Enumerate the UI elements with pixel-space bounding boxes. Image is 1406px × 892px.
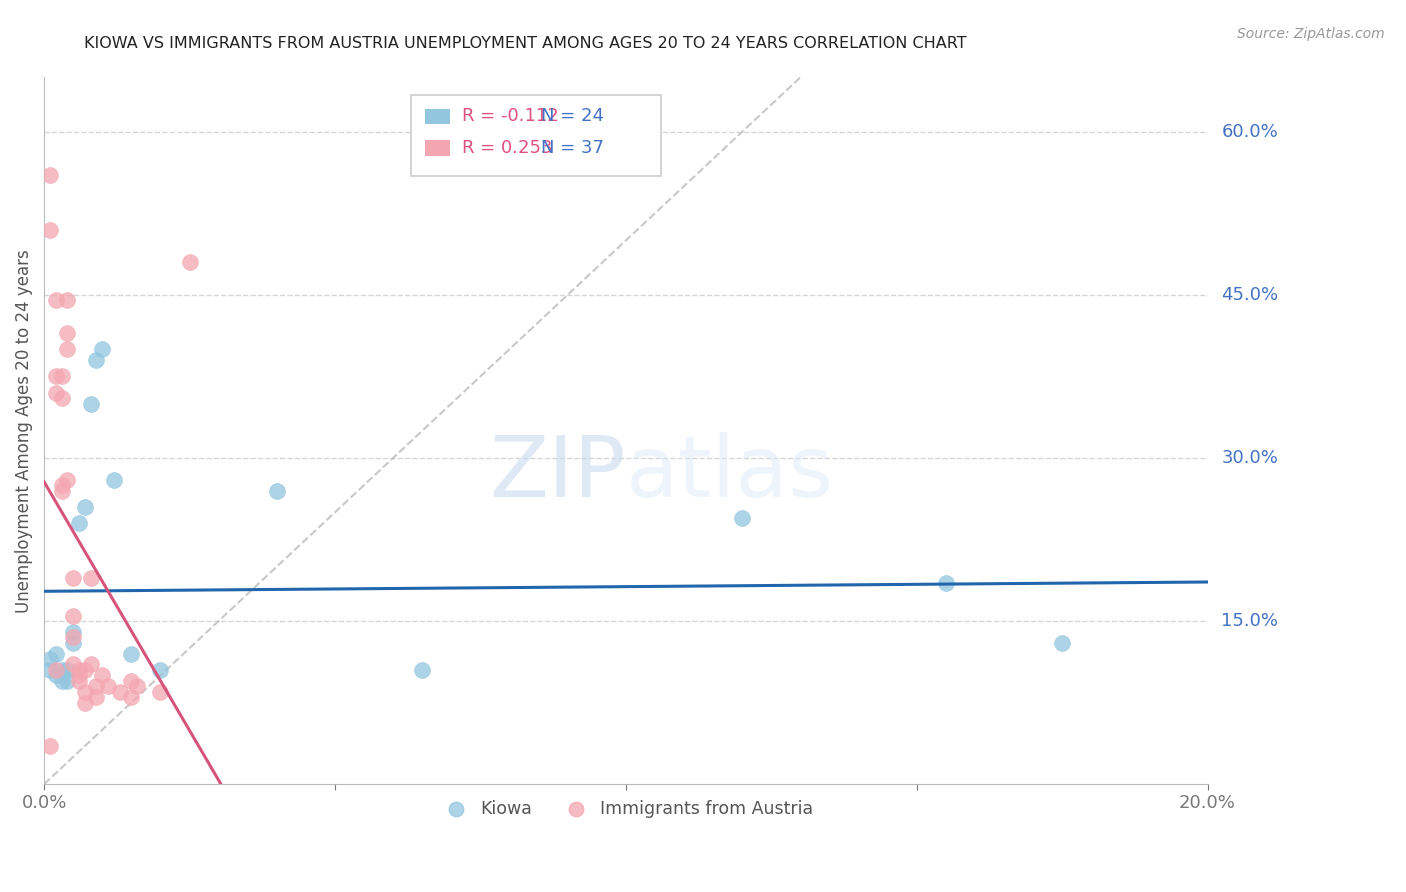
Point [45,647,67,661]
FancyBboxPatch shape [425,109,450,124]
Point [411,663,433,677]
Point [67,668,90,682]
Point [1050,636,1073,650]
Point [39,169,62,183]
Point [103,473,125,487]
Text: Source: ZipAtlas.com: Source: ZipAtlas.com [1237,27,1385,41]
Point [45,663,67,677]
Point [79,657,101,672]
Point [56,473,79,487]
Point [91,343,114,357]
Text: 45.0%: 45.0% [1222,285,1278,304]
Point [51,478,73,492]
Point [45,385,67,400]
Text: atlas: atlas [626,432,834,515]
Point [91,668,114,682]
Point [51,673,73,688]
Point [51,668,73,682]
Text: KIOWA VS IMMIGRANTS FROM AUSTRIA UNEMPLOYMENT AMONG AGES 20 TO 24 YEARS CORRELAT: KIOWA VS IMMIGRANTS FROM AUSTRIA UNEMPLO… [84,36,967,51]
Point [39,739,62,753]
Point [79,570,101,584]
Text: 15.0%: 15.0% [1222,612,1278,630]
Point [56,293,79,308]
Point [86,353,108,368]
Point [39,652,62,666]
Point [179,255,201,269]
Point [62,608,84,623]
Point [67,663,90,677]
Point [62,624,84,639]
Text: N = 37: N = 37 [541,139,605,157]
Legend: Kiowa, Immigrants from Austria: Kiowa, Immigrants from Austria [432,793,820,825]
Point [62,657,84,672]
Point [39,222,62,236]
Point [108,684,131,698]
Point [56,663,79,677]
Point [62,636,84,650]
Point [56,326,79,340]
Text: R = 0.253: R = 0.253 [461,139,553,157]
Point [51,369,73,384]
Point [149,684,172,698]
FancyBboxPatch shape [411,95,661,177]
Text: 60.0%: 60.0% [1222,123,1278,141]
Point [97,679,120,693]
Point [73,696,96,710]
Point [266,483,288,498]
Point [45,369,67,384]
Point [120,673,142,688]
Point [51,663,73,677]
Point [86,679,108,693]
Point [73,663,96,677]
Point [56,343,79,357]
Point [86,690,108,705]
Point [120,647,142,661]
Point [62,630,84,644]
Text: 30.0%: 30.0% [1222,449,1278,467]
Point [120,690,142,705]
Point [39,663,62,677]
Point [935,576,957,591]
FancyBboxPatch shape [425,140,450,156]
Text: N = 24: N = 24 [541,107,605,125]
Point [45,668,67,682]
Point [56,673,79,688]
Text: ZIP: ZIP [489,432,626,515]
Point [67,516,90,531]
Point [79,396,101,410]
Point [73,684,96,698]
Point [731,510,754,524]
Point [73,500,96,514]
Point [149,663,172,677]
Point [51,391,73,405]
Point [67,673,90,688]
Text: R = -0.112: R = -0.112 [461,107,558,125]
Y-axis label: Unemployment Among Ages 20 to 24 years: Unemployment Among Ages 20 to 24 years [15,249,32,613]
Point [51,483,73,498]
Point [127,679,149,693]
Point [62,570,84,584]
Point [45,293,67,308]
